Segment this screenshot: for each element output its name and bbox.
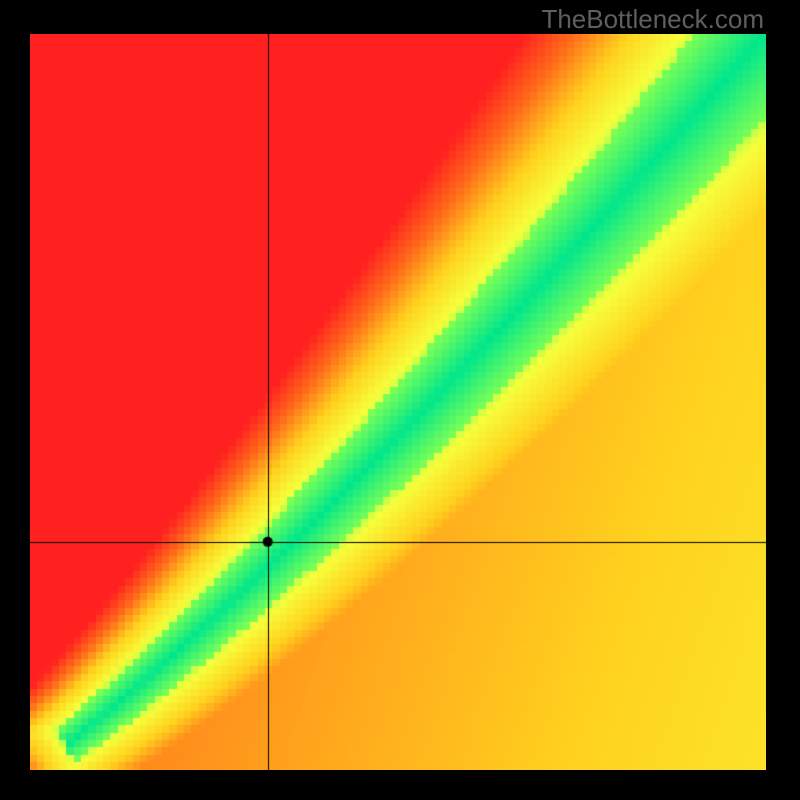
bottleneck-heatmap — [30, 34, 766, 770]
watermark-text: TheBottleneck.com — [541, 4, 764, 35]
chart-container: TheBottleneck.com — [0, 0, 800, 800]
